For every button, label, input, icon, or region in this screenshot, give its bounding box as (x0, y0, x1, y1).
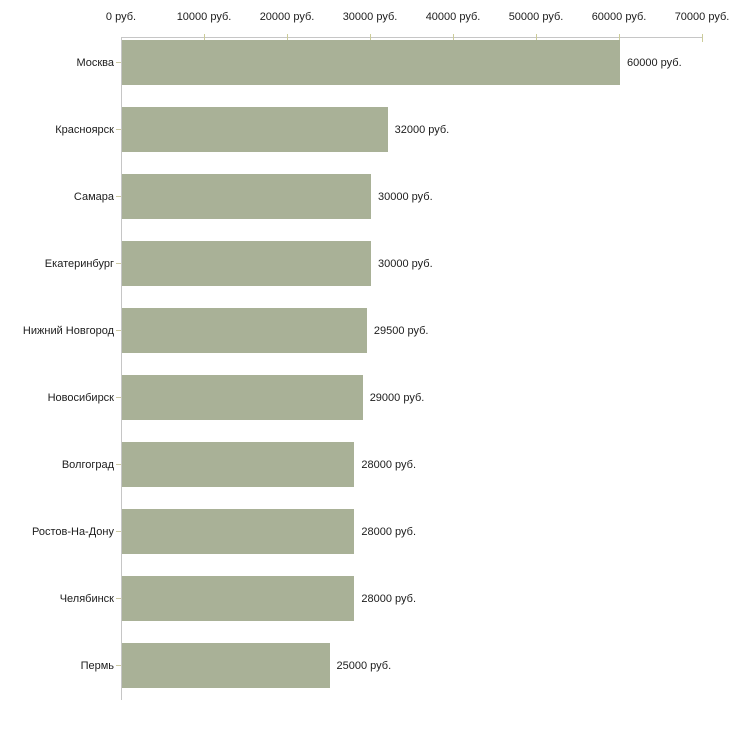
bar (122, 40, 620, 85)
x-axis-tick-label: 20000 руб. (259, 11, 315, 23)
x-axis-tick-label: 40000 руб. (425, 11, 481, 23)
x-axis-tick-label: 60000 руб. (591, 11, 647, 23)
y-axis-line (121, 37, 122, 700)
category-label: Волгоград (61, 458, 114, 471)
category-label: Красноярск (55, 123, 114, 136)
y-axis-tick-mark (116, 464, 121, 465)
bar (122, 576, 355, 621)
value-label: 25000 руб. (336, 659, 392, 672)
x-axis-tick-label: 70000 руб. (674, 11, 730, 23)
x-axis-tick-mark (453, 34, 454, 42)
category-label: Пермь (80, 659, 114, 672)
value-label: 28000 руб. (361, 592, 417, 605)
bar-area: 28000 руб. (122, 576, 703, 621)
bar-row: Пермь 25000 руб. (0, 640, 730, 707)
y-axis-tick-mark (116, 196, 121, 197)
x-axis-tick-label: 30000 руб. (342, 11, 398, 23)
bar-row: Красноярск 32000 руб. (0, 104, 730, 171)
x-axis-tick-label: 50000 руб. (508, 11, 564, 23)
bar-row: Челябинск 28000 руб. (0, 573, 730, 640)
category-label: Ростов-На-Дону (31, 525, 114, 538)
value-label: 30000 руб. (378, 257, 433, 270)
bar (122, 509, 355, 554)
bar (122, 107, 388, 152)
bar (122, 174, 371, 219)
category-label: Москва (76, 56, 114, 69)
bar-row: Ростов-На-Дону 28000 руб. (0, 506, 730, 573)
x-axis-tick-mark (619, 34, 620, 42)
category-label: Екатеринбург (44, 257, 114, 270)
bar (122, 375, 363, 420)
y-axis-tick-mark (116, 263, 121, 264)
value-label: 29000 руб. (369, 391, 425, 404)
category-label: Новосибирск (47, 391, 114, 404)
bar-area: 29000 руб. (122, 375, 703, 420)
y-axis-tick-mark (116, 598, 121, 599)
bar-area: 25000 руб. (122, 643, 703, 688)
category-label: Самара (73, 190, 114, 203)
x-axis-tick-mark (370, 34, 371, 42)
bar-area: 28000 руб. (122, 509, 703, 554)
value-label: 28000 руб. (361, 458, 417, 471)
bar-area: 32000 руб. (122, 107, 703, 152)
category-label: Челябинск (59, 592, 114, 605)
bar-area: 60000 руб. (122, 40, 703, 85)
y-axis-tick-mark (116, 62, 121, 63)
x-axis-tick-label: 0 руб. (105, 11, 137, 23)
bar-area: 30000 руб. (122, 241, 703, 286)
bar (122, 308, 367, 353)
x-axis-labels: 0 руб. 10000 руб. 20000 руб. 30000 руб. 4000… (106, 11, 729, 26)
bar-area: 30000 руб. (122, 174, 703, 219)
bar-row: Самара 30000 руб. (0, 171, 730, 238)
value-label: 60000 руб. (627, 56, 682, 69)
value-label: 29500 руб. (373, 324, 429, 337)
x-axis-ticks (121, 34, 703, 42)
bar (122, 442, 355, 487)
category-label: Нижний Новгород (22, 324, 114, 337)
y-axis-tick-mark (116, 665, 121, 666)
x-axis-tick-mark (702, 34, 703, 42)
y-axis-tick-mark (116, 129, 121, 130)
value-label: 30000 руб. (378, 190, 433, 203)
value-label: 28000 руб. (361, 525, 417, 538)
x-axis-tick-mark (536, 34, 537, 42)
bar-row: Новосибирск 29000 руб. (0, 372, 730, 439)
bar-row: Москва 60000 руб. (0, 37, 730, 104)
bar-area: 29500 руб. (122, 308, 703, 353)
bar-rows: Москва 60000 руб. Красноярск 32000 руб. Сама… (0, 37, 730, 707)
y-axis-tick-mark (116, 330, 121, 331)
bar-area: 28000 руб. (122, 442, 703, 487)
bar-row: Екатеринбург 30000 руб. (0, 238, 730, 305)
bar-row: Волгоград 28000 руб. (0, 439, 730, 506)
x-axis-tick-label: 10000 руб. (176, 11, 232, 23)
x-axis-tick-mark (204, 34, 205, 42)
x-axis-line (121, 37, 703, 38)
x-axis-tick-mark (287, 34, 288, 42)
bar-row: Нижний Новгород 29500 руб. (0, 305, 730, 372)
bar (122, 643, 330, 688)
y-axis-tick-mark (116, 397, 121, 398)
bar (122, 241, 371, 286)
y-axis-tick-mark (116, 531, 121, 532)
value-label: 32000 руб. (394, 123, 450, 136)
